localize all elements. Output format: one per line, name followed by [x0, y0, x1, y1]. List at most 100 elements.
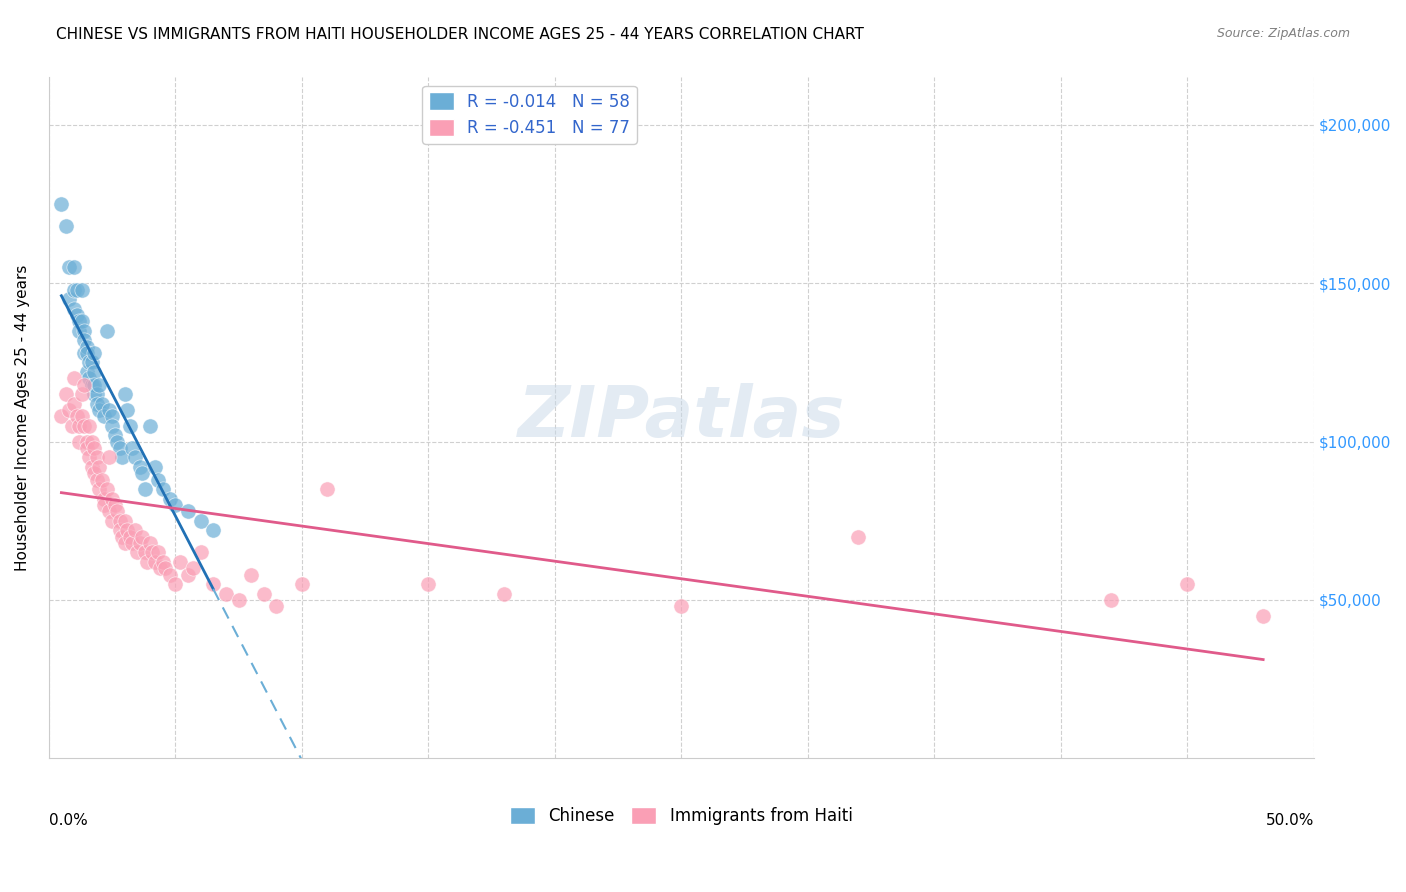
Point [83, 365, 105, 379]
Point [165, 577, 187, 591]
Point [76, 434, 98, 449]
Point [103, 428, 125, 442]
Point [228, 593, 250, 607]
Point [121, 441, 143, 455]
Point [190, 514, 212, 528]
Point [73, 346, 96, 360]
Point [190, 545, 212, 559]
Point [128, 536, 150, 550]
Point [101, 491, 124, 506]
Point [240, 567, 263, 582]
Point [96, 482, 118, 496]
Point [105, 434, 128, 449]
Point [141, 545, 163, 559]
Point [76, 340, 98, 354]
Text: Source: ZipAtlas.com: Source: ZipAtlas.com [1216, 27, 1350, 40]
Point [83, 441, 105, 455]
Point [215, 587, 238, 601]
Point [124, 450, 146, 465]
Point [98, 504, 121, 518]
Point [121, 536, 143, 550]
Point [51, 409, 73, 424]
Point [90, 396, 112, 410]
Text: ZIPatlas: ZIPatlas [517, 384, 845, 452]
Point [86, 387, 108, 401]
Point [73, 377, 96, 392]
Point [55, 387, 77, 401]
Point [65, 409, 87, 424]
Point [111, 530, 134, 544]
Point [67, 324, 90, 338]
Point [93, 498, 115, 512]
Point [136, 555, 159, 569]
Point [70, 387, 93, 401]
Point [60, 418, 83, 433]
Point [67, 418, 90, 433]
Point [159, 567, 181, 582]
Point [169, 555, 191, 569]
Point [67, 314, 90, 328]
Point [58, 292, 80, 306]
Point [177, 567, 200, 582]
Point [118, 418, 141, 433]
Point [80, 434, 103, 449]
Point [89, 460, 111, 475]
Point [115, 403, 138, 417]
Point [253, 587, 276, 601]
Point [114, 387, 136, 401]
Point [108, 524, 131, 538]
Point [93, 409, 115, 424]
Point [127, 545, 149, 559]
Point [83, 377, 105, 392]
Point [58, 260, 80, 275]
Point [103, 498, 125, 512]
Point [63, 260, 86, 275]
Point [143, 460, 166, 475]
Point [1099, 593, 1122, 607]
Point [80, 377, 103, 392]
Point [115, 524, 138, 538]
Point [77, 450, 100, 465]
Point [55, 219, 77, 234]
Point [77, 371, 100, 385]
Point [86, 450, 108, 465]
Point [73, 324, 96, 338]
Point [181, 561, 204, 575]
Point [58, 403, 80, 417]
Point [202, 577, 225, 591]
Point [65, 283, 87, 297]
Point [177, 504, 200, 518]
Point [80, 460, 103, 475]
Point [89, 377, 111, 392]
Point [63, 301, 86, 316]
Point [73, 418, 96, 433]
Point [77, 355, 100, 369]
Point [1251, 608, 1274, 623]
Point [165, 498, 187, 512]
Point [159, 491, 181, 506]
Point [80, 355, 103, 369]
Point [152, 555, 174, 569]
Point [316, 482, 339, 496]
Point [139, 536, 162, 550]
Point [105, 504, 128, 518]
Point [96, 324, 118, 338]
Point [65, 308, 87, 322]
Point [70, 314, 93, 328]
Point [114, 514, 136, 528]
Y-axis label: Householder Income Ages 25 - 44 years: Householder Income Ages 25 - 44 years [15, 265, 30, 571]
Point [76, 441, 98, 455]
Point [77, 418, 100, 433]
Point [51, 197, 73, 211]
Legend: Chinese, Immigrants from Haiti: Chinese, Immigrants from Haiti [503, 800, 859, 831]
Point [70, 283, 93, 297]
Point [108, 441, 131, 455]
Point [143, 555, 166, 569]
Point [63, 283, 86, 297]
Point [124, 524, 146, 538]
Point [418, 577, 440, 591]
Point [93, 491, 115, 506]
Point [89, 482, 111, 496]
Point [146, 545, 169, 559]
Point [86, 473, 108, 487]
